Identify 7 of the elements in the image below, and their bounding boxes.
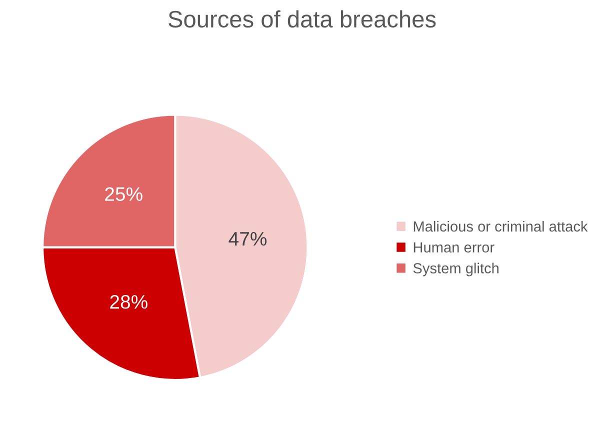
legend-label: Malicious or criminal attack bbox=[414, 220, 588, 232]
data-label: 47% bbox=[228, 232, 267, 246]
legend-label: Human error bbox=[414, 242, 494, 253]
data-label: 25% bbox=[105, 187, 142, 201]
legend-label: System glitch bbox=[413, 262, 498, 276]
chart-title: Sources of data breaches bbox=[168, 10, 436, 28]
data-label: 28% bbox=[110, 294, 148, 309]
